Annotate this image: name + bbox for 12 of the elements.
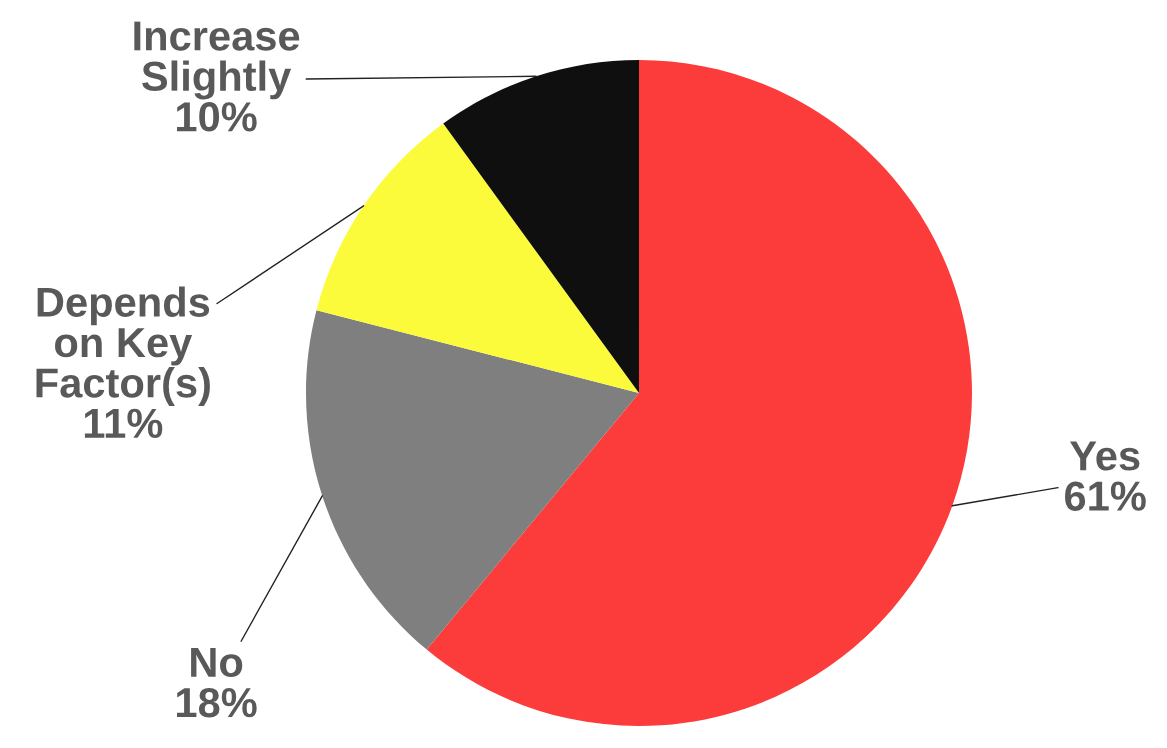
data-label: 18% bbox=[177, 687, 257, 718]
data-label: 10% bbox=[177, 102, 257, 132]
slice-label: Increase Slightly bbox=[134, 21, 300, 100]
pie-slice bbox=[316, 123, 639, 393]
pie-slice bbox=[306, 310, 639, 650]
slice-label: Depends on Key Factor(s) bbox=[36, 286, 210, 406]
slice-label: No bbox=[191, 647, 243, 678]
data-label: 61% bbox=[1065, 481, 1146, 511]
data-label: 11% bbox=[84, 408, 163, 438]
pie-slice bbox=[426, 60, 972, 726]
slice-label: Yes bbox=[1069, 441, 1140, 471]
pie-slice bbox=[443, 60, 639, 393]
